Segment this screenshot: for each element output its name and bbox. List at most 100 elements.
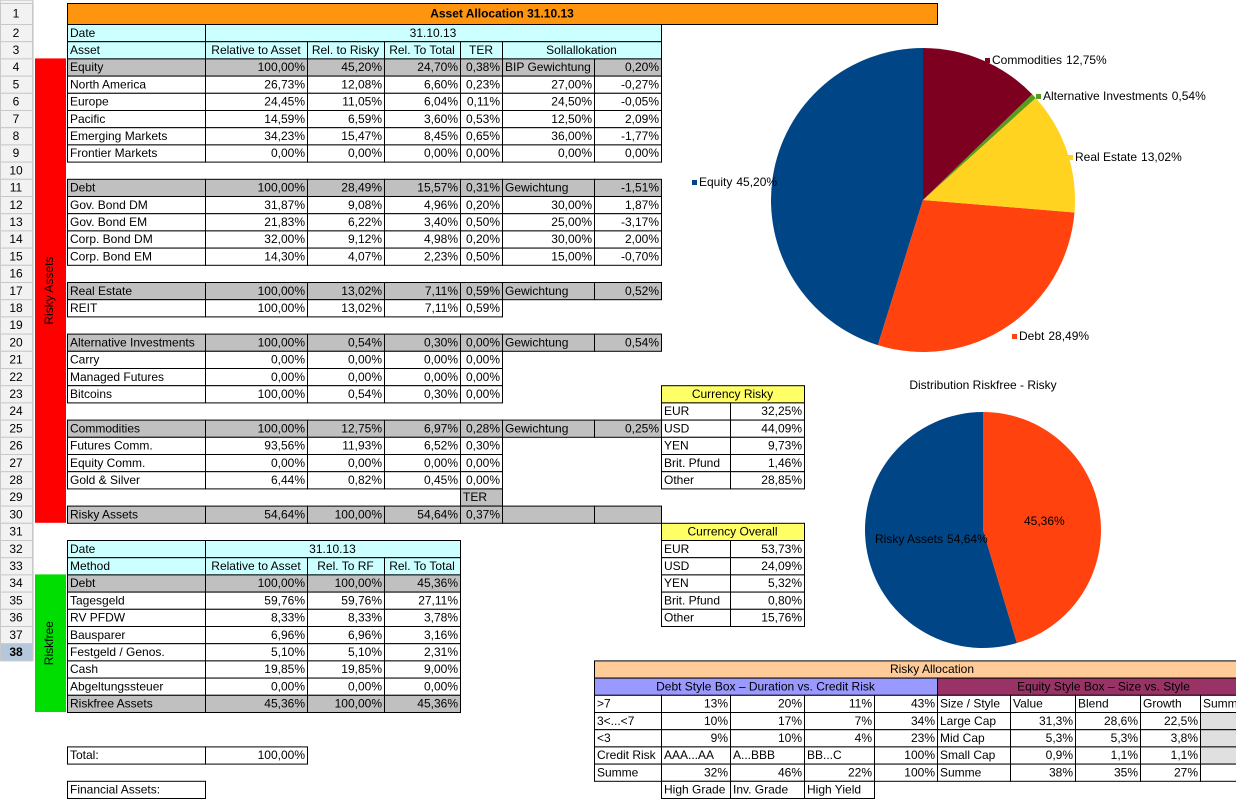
row-number: 14 [9,232,23,246]
cell[interactable] [460,299,503,318]
cell[interactable] [502,505,595,524]
cell-text: 100,00% [258,748,306,762]
row-header[interactable] [0,643,33,662]
cell-text: Commodities [70,421,140,435]
cell-text: Corp. Bond DM [70,232,153,246]
cell-text: 0,00% [466,473,500,487]
cell-text: 3,16% [424,628,458,642]
row-number: 6 [13,95,20,109]
slice-name: Equity [699,175,732,189]
cell-text: 6,60% [424,77,458,91]
cell-text: 3,60% [424,112,458,126]
cell[interactable] [730,608,805,627]
cell[interactable] [205,746,308,765]
cell-text: 32,25% [761,404,802,418]
cell[interactable] [594,247,662,266]
cell-text: 0,45% [424,473,458,487]
cell-text: 0,28% [466,421,500,435]
cell-text: 6,96% [348,628,382,642]
cell-text: 11,05% [342,95,382,109]
cell-text: 1,87% [625,198,659,212]
cell-text: 5,3% [1046,731,1074,745]
cell-text: 0,9% [1046,748,1074,762]
cell-text: 0,00% [348,679,382,693]
cell-text: 59,76% [341,593,382,607]
cell-text: A...BBB [733,748,775,762]
cell-text: Risky Assets [70,507,138,521]
cell-text: 23% [911,731,935,745]
cell-text: Debt [70,576,96,590]
pie-slice [923,94,1036,200]
cell-text: 0,00% [271,370,305,384]
cell[interactable] [1200,712,1236,731]
cell[interactable] [1200,763,1236,782]
cell-text: 11% [849,697,872,711]
cell-text: 100% [904,748,935,762]
cell[interactable] [804,780,875,799]
cell-text: 54,64% [417,507,458,521]
cell-text: Debt Style Box – Duration vs. Credit Ris… [656,679,876,693]
row-number: 36 [9,611,23,625]
cell-text: Risky Allocation [890,662,974,676]
cell-text: 0,52% [625,284,659,298]
cell-text: Bausparer [70,628,125,642]
cell[interactable] [67,780,206,799]
cell[interactable] [1200,729,1236,748]
cell-text: 100,00% [258,387,306,401]
cell-text: Summe [1203,697,1236,711]
legend-marker [985,58,990,63]
legend-marker [1068,155,1073,160]
cell-text: 32% [704,765,728,779]
row-number: 38 [9,645,23,659]
cell-text: 34,23% [264,129,305,143]
cell-text: TER [463,490,487,504]
cell-text: Growth [1143,697,1182,711]
cell-text: 2,23% [424,249,458,263]
cell-text: 100,00% [258,60,306,74]
cell-text: RV PFDW [70,611,126,625]
cell-text: 0,54% [348,335,382,349]
cell[interactable] [1200,746,1236,765]
cell-text: Frontier Markets [70,146,157,160]
cell-text: 100,00% [258,284,306,298]
cell-text: Rel. To Total [389,43,455,57]
cell[interactable] [730,471,805,490]
slice-label: Equity 45,20% [699,175,777,189]
cell-text: 54,64% [264,507,305,521]
cell-text: 6,52% [424,439,458,453]
cell-text: 0,65% [466,129,500,143]
cell-text: Size / Style [940,697,1000,711]
cell-text: Currency Risky [692,387,773,401]
cell-text: -1,77% [621,129,659,143]
cell-text: 12,50% [551,112,592,126]
cell[interactable] [594,505,662,524]
riskfree-side-label: Riskfree [42,621,56,665]
cell-text: Other [664,611,694,625]
row-number: 26 [9,439,23,453]
cell-text: 0,00% [625,146,659,160]
cell[interactable] [594,144,662,163]
cell-text: 31,87% [264,198,305,212]
cell-text: Europe [70,95,109,109]
cell[interactable] [460,385,503,404]
cell-text: USD [664,421,690,435]
cell-text: 6,96% [271,628,305,642]
cell[interactable] [384,694,461,713]
cell-text: Bitcoins [70,387,112,401]
cell-text: 0,00% [424,679,458,693]
cell-text: Total: [70,748,99,762]
cell-text: 0,37% [466,507,500,521]
cell-text: 13% [704,697,728,711]
cell-text: 28,49% [341,181,382,195]
cell-text: 3,8% [1171,731,1199,745]
cell-text: 28,85% [761,473,802,487]
cell-text: 100,00% [258,181,306,195]
cell[interactable] [594,282,662,301]
cell-text: 93,56% [264,439,305,453]
cell-text: 19,85% [341,662,382,676]
cell[interactable] [594,333,662,352]
cell-text: 3<...<7 [597,714,635,728]
slice-label: 45,36% [1024,514,1065,528]
cell-text: Other [664,473,694,487]
pie-slice [983,412,1102,644]
